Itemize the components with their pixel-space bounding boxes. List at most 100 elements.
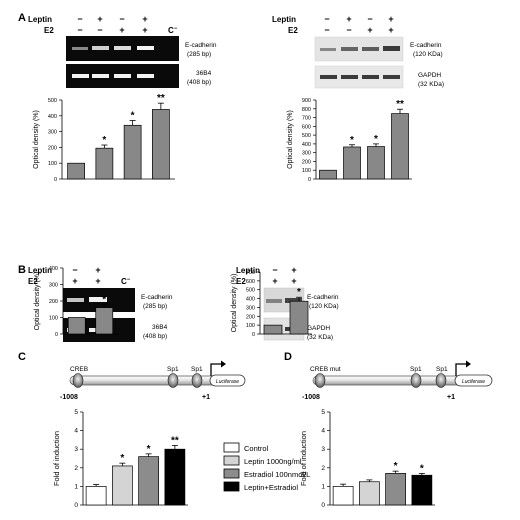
- band-label: GAPDH: [307, 325, 330, 332]
- y-tick-label: 200: [246, 314, 255, 320]
- y-tick-label: 300: [302, 151, 311, 157]
- bar: [95, 307, 114, 335]
- significance-label: *: [120, 453, 124, 464]
- treatment-sign: −: [367, 14, 372, 24]
- y-tick-label: 1: [321, 483, 325, 490]
- band-label: E-cadherin: [185, 42, 217, 49]
- creb-label: CREB: [70, 366, 88, 373]
- end-position: +1: [447, 394, 455, 401]
- y-tick-label: 1: [74, 483, 78, 490]
- y-tick-label: 600: [246, 279, 255, 285]
- treatment-sign: +: [95, 276, 100, 286]
- band: [266, 299, 282, 303]
- band: [137, 46, 154, 50]
- row-label-leptin: Leptin: [272, 15, 296, 24]
- sp1-label: Sp1: [167, 366, 179, 373]
- panel-label-b: B: [18, 264, 26, 276]
- y-axis-label: Optical density (%): [33, 110, 40, 169]
- band: [383, 75, 400, 79]
- band: [362, 47, 379, 51]
- significance-label: **: [171, 435, 179, 446]
- start-position: -1008: [302, 394, 320, 401]
- creb-site: [72, 373, 84, 388]
- legend-swatch-estradiol: [223, 468, 240, 479]
- y-axis-label: Fold of induction: [52, 431, 61, 486]
- chart-d: 0 1 2 3 4 5 Fold of induction * *: [299, 409, 435, 509]
- bar: [95, 147, 114, 180]
- band-size: (32 KDa): [307, 334, 333, 341]
- y-tick-label: 0: [55, 332, 58, 338]
- y-tick-label: 900: [302, 98, 311, 104]
- row-label-leptin: Leptin: [28, 266, 52, 275]
- treatment-sign: +: [367, 25, 372, 35]
- band: [320, 75, 337, 79]
- legend-swatch-control: [223, 442, 240, 453]
- sp1-label: Sp1: [410, 366, 422, 373]
- y-tick-label: 800: [302, 107, 311, 113]
- bar: [67, 162, 85, 180]
- band: [114, 74, 131, 78]
- band-size: (285 bp): [143, 303, 167, 310]
- significance-label: **: [396, 99, 404, 110]
- row-label-e2: E2: [288, 26, 298, 35]
- band-size: (285 bp): [187, 51, 211, 58]
- control-lane-label: C−: [168, 26, 178, 35]
- treatment-sign: −: [272, 265, 277, 275]
- bar: [367, 146, 385, 180]
- y-tick-label: 700: [302, 116, 311, 122]
- y-tick-label: 300: [49, 283, 58, 289]
- y-tick-label: 400: [302, 142, 311, 148]
- band: [92, 74, 109, 78]
- band-label: E-cadherin: [410, 42, 442, 49]
- bar: [138, 456, 159, 506]
- tss-arrowhead: [221, 360, 226, 368]
- significance-label: *: [131, 111, 135, 122]
- y-tick-label: 0: [321, 502, 325, 509]
- band-label: GAPDH: [418, 72, 441, 79]
- y-tick-label: 400: [48, 114, 57, 120]
- y-tick-label: 600: [302, 124, 311, 130]
- significance-label: *: [297, 287, 301, 298]
- y-axis-label: Fold of induction: [299, 431, 308, 486]
- bar: [359, 481, 380, 506]
- band: [341, 47, 358, 51]
- luciferase-box: [454, 374, 493, 387]
- blot-gapdh: [314, 65, 404, 89]
- legend-swatch-combined: [223, 481, 240, 492]
- row-label-leptin: Leptin: [28, 15, 52, 24]
- treatment-sign: +: [346, 14, 351, 24]
- band-size: (120 KDa): [309, 303, 339, 310]
- y-tick-label: 0: [308, 177, 311, 183]
- band: [72, 47, 88, 50]
- significance-label: *: [420, 463, 424, 474]
- blot-a-right: Leptin E2 − + − + − − + + E-cadherin (12…: [272, 14, 444, 89]
- y-tick-label: 5: [321, 409, 325, 416]
- luciferase-label: Luciferase: [462, 379, 485, 385]
- band: [67, 298, 84, 302]
- band-size: (32 KDa): [418, 81, 444, 88]
- y-tick-label: 200: [302, 159, 311, 165]
- sp1-label: Sp1: [191, 366, 203, 373]
- y-tick-label: 500: [246, 288, 255, 294]
- significance-label: *: [350, 135, 354, 146]
- band: [362, 75, 379, 79]
- creb-mut-site: [314, 373, 326, 388]
- start-position: -1008: [60, 394, 78, 401]
- y-tick-label: 700: [246, 270, 255, 276]
- y-tick-label: 5: [74, 409, 78, 416]
- band: [285, 298, 302, 303]
- significance-label: *: [374, 134, 378, 145]
- legend-label-estradiol: Estradiol 100nmol/L: [244, 470, 310, 479]
- bar: [343, 146, 361, 180]
- band: [320, 48, 336, 51]
- promoter-construct-d: CREB mut Sp1 Sp1 Luciferase -1008 +1: [302, 360, 493, 401]
- significance-label: *: [102, 135, 106, 146]
- y-tick-label: 0: [54, 177, 57, 183]
- bar: [85, 486, 107, 506]
- sp1-site: [435, 373, 447, 388]
- bar: [319, 169, 337, 180]
- treatment-sign: +: [388, 14, 393, 24]
- bar: [263, 324, 283, 335]
